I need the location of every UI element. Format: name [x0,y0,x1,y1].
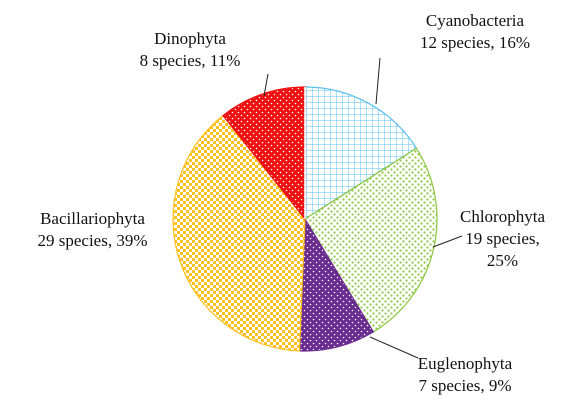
leader-line [369,336,419,359]
leader-line [432,235,463,248]
value-label: 8 species, 11% [139,51,241,70]
category-label: Chlorophyta [460,207,545,226]
slice-label: Bacillariophyta 29 species, 39% [0,208,185,252]
slice-label: Dinophyta 8 species, 11% [110,28,270,72]
value-label: 29 species, 39% [37,231,148,250]
slice-label: Euglenophyta 7 species, 9% [390,353,540,397]
pie-slice [304,147,438,333]
category-label: Euglenophyta [417,354,513,373]
pie-slice [172,114,306,352]
leader-line [263,73,269,97]
category-label: Bacillariophyta [40,209,145,228]
leader-line [375,57,381,105]
pie-slice [222,86,306,221]
slice-label: Chlorophyta 19 species, 25% [455,206,550,272]
pie-slice [304,86,418,221]
value-label: 19 species, 25% [465,229,540,270]
pie-slice [298,216,375,352]
value-label: 12 species, 16% [419,33,530,52]
slice-label: Cyanobacteria 12 species, 16% [395,10,555,54]
category-label: Dinophyta [154,29,226,48]
value-label: 7 species, 9% [418,376,512,395]
category-label: Cyanobacteria [425,11,525,30]
